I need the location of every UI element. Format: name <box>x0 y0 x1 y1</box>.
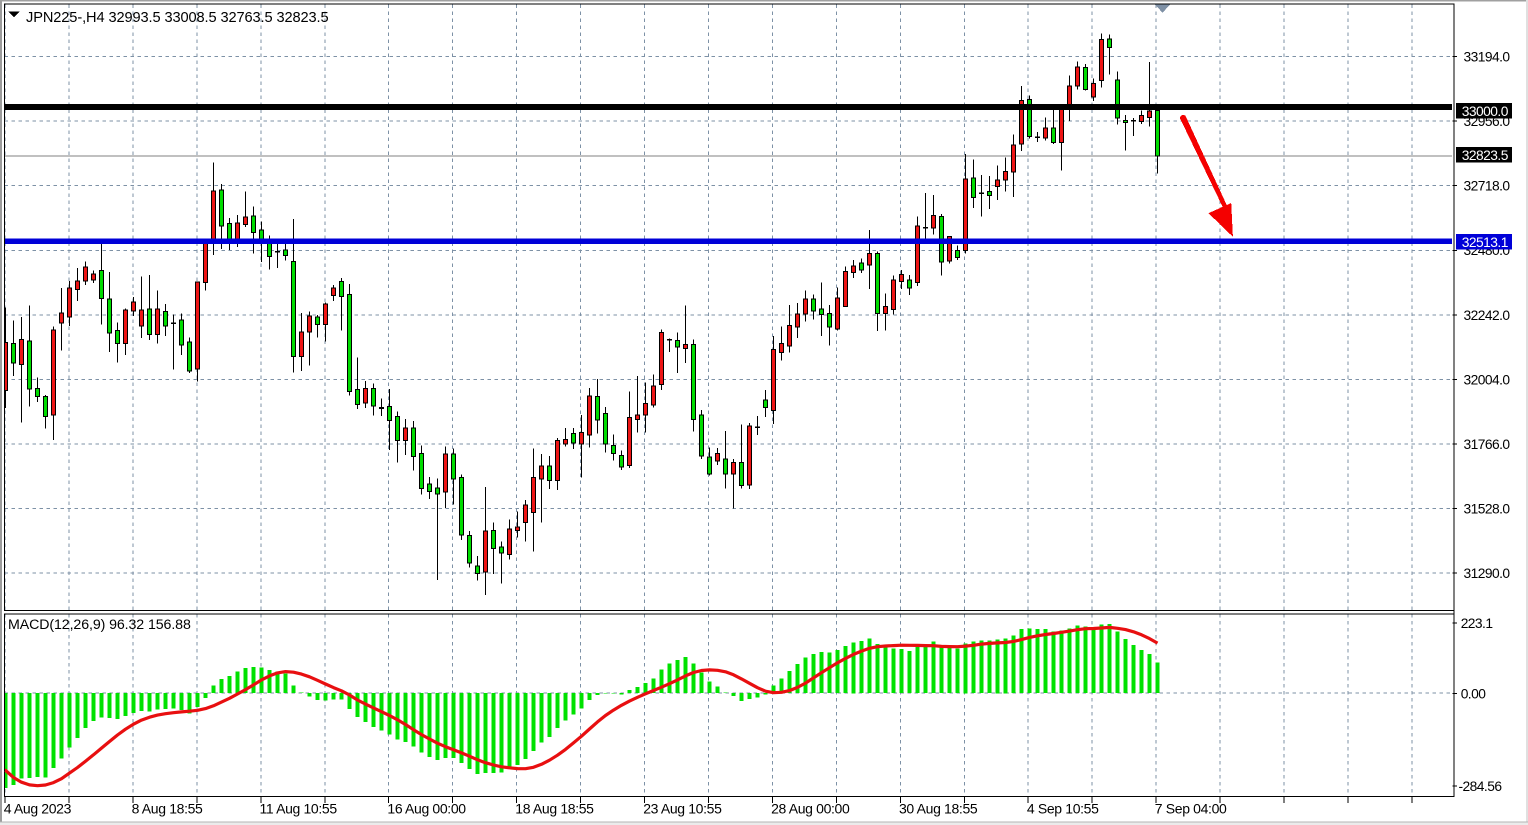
svg-text:33000.0: 33000.0 <box>1462 104 1509 119</box>
svg-text:18 Aug 18:55: 18 Aug 18:55 <box>515 801 594 817</box>
svg-text:32513.1: 32513.1 <box>1462 235 1508 250</box>
svg-text:31528.0: 31528.0 <box>1464 502 1511 517</box>
svg-text:32004.0: 32004.0 <box>1464 372 1511 387</box>
svg-text:31766.0: 31766.0 <box>1464 437 1511 452</box>
svg-text:11 Aug 10:55: 11 Aug 10:55 <box>260 801 338 817</box>
svg-text:4 Sep 10:55: 4 Sep 10:55 <box>1027 801 1099 817</box>
svg-text:32718.0: 32718.0 <box>1464 179 1511 194</box>
svg-text:32823.5: 32823.5 <box>1462 148 1509 163</box>
svg-text:31290.0: 31290.0 <box>1464 566 1511 581</box>
svg-text:0.00: 0.00 <box>1461 687 1487 702</box>
svg-text:28 Aug 00:00: 28 Aug 00:00 <box>771 801 850 817</box>
svg-text:33194.0: 33194.0 <box>1464 50 1511 65</box>
svg-text:7 Sep 04:00: 7 Sep 04:00 <box>1155 801 1227 817</box>
svg-text:4 Aug 2023: 4 Aug 2023 <box>4 801 72 817</box>
svg-text:23 Aug 10:55: 23 Aug 10:55 <box>643 801 722 817</box>
svg-text:223.1: 223.1 <box>1461 616 1493 631</box>
svg-text:8 Aug 18:55: 8 Aug 18:55 <box>132 801 203 817</box>
svg-text:16 Aug 00:00: 16 Aug 00:00 <box>387 801 466 817</box>
svg-text:JPN225-,H4 32993.5 33008.5 32: JPN225-,H4 32993.5 33008.5 32763.5 32823… <box>26 10 329 26</box>
svg-text:30 Aug 18:55: 30 Aug 18:55 <box>899 801 978 817</box>
svg-text:32242.0: 32242.0 <box>1464 308 1511 323</box>
svg-text:-284.56: -284.56 <box>1459 779 1503 794</box>
svg-text:MACD(12,26,9) 96.32 156.88: MACD(12,26,9) 96.32 156.88 <box>8 617 191 633</box>
